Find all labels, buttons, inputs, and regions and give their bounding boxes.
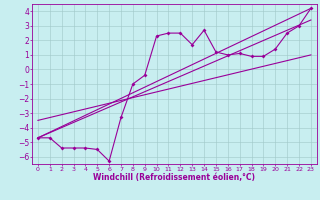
X-axis label: Windchill (Refroidissement éolien,°C): Windchill (Refroidissement éolien,°C) <box>93 173 255 182</box>
